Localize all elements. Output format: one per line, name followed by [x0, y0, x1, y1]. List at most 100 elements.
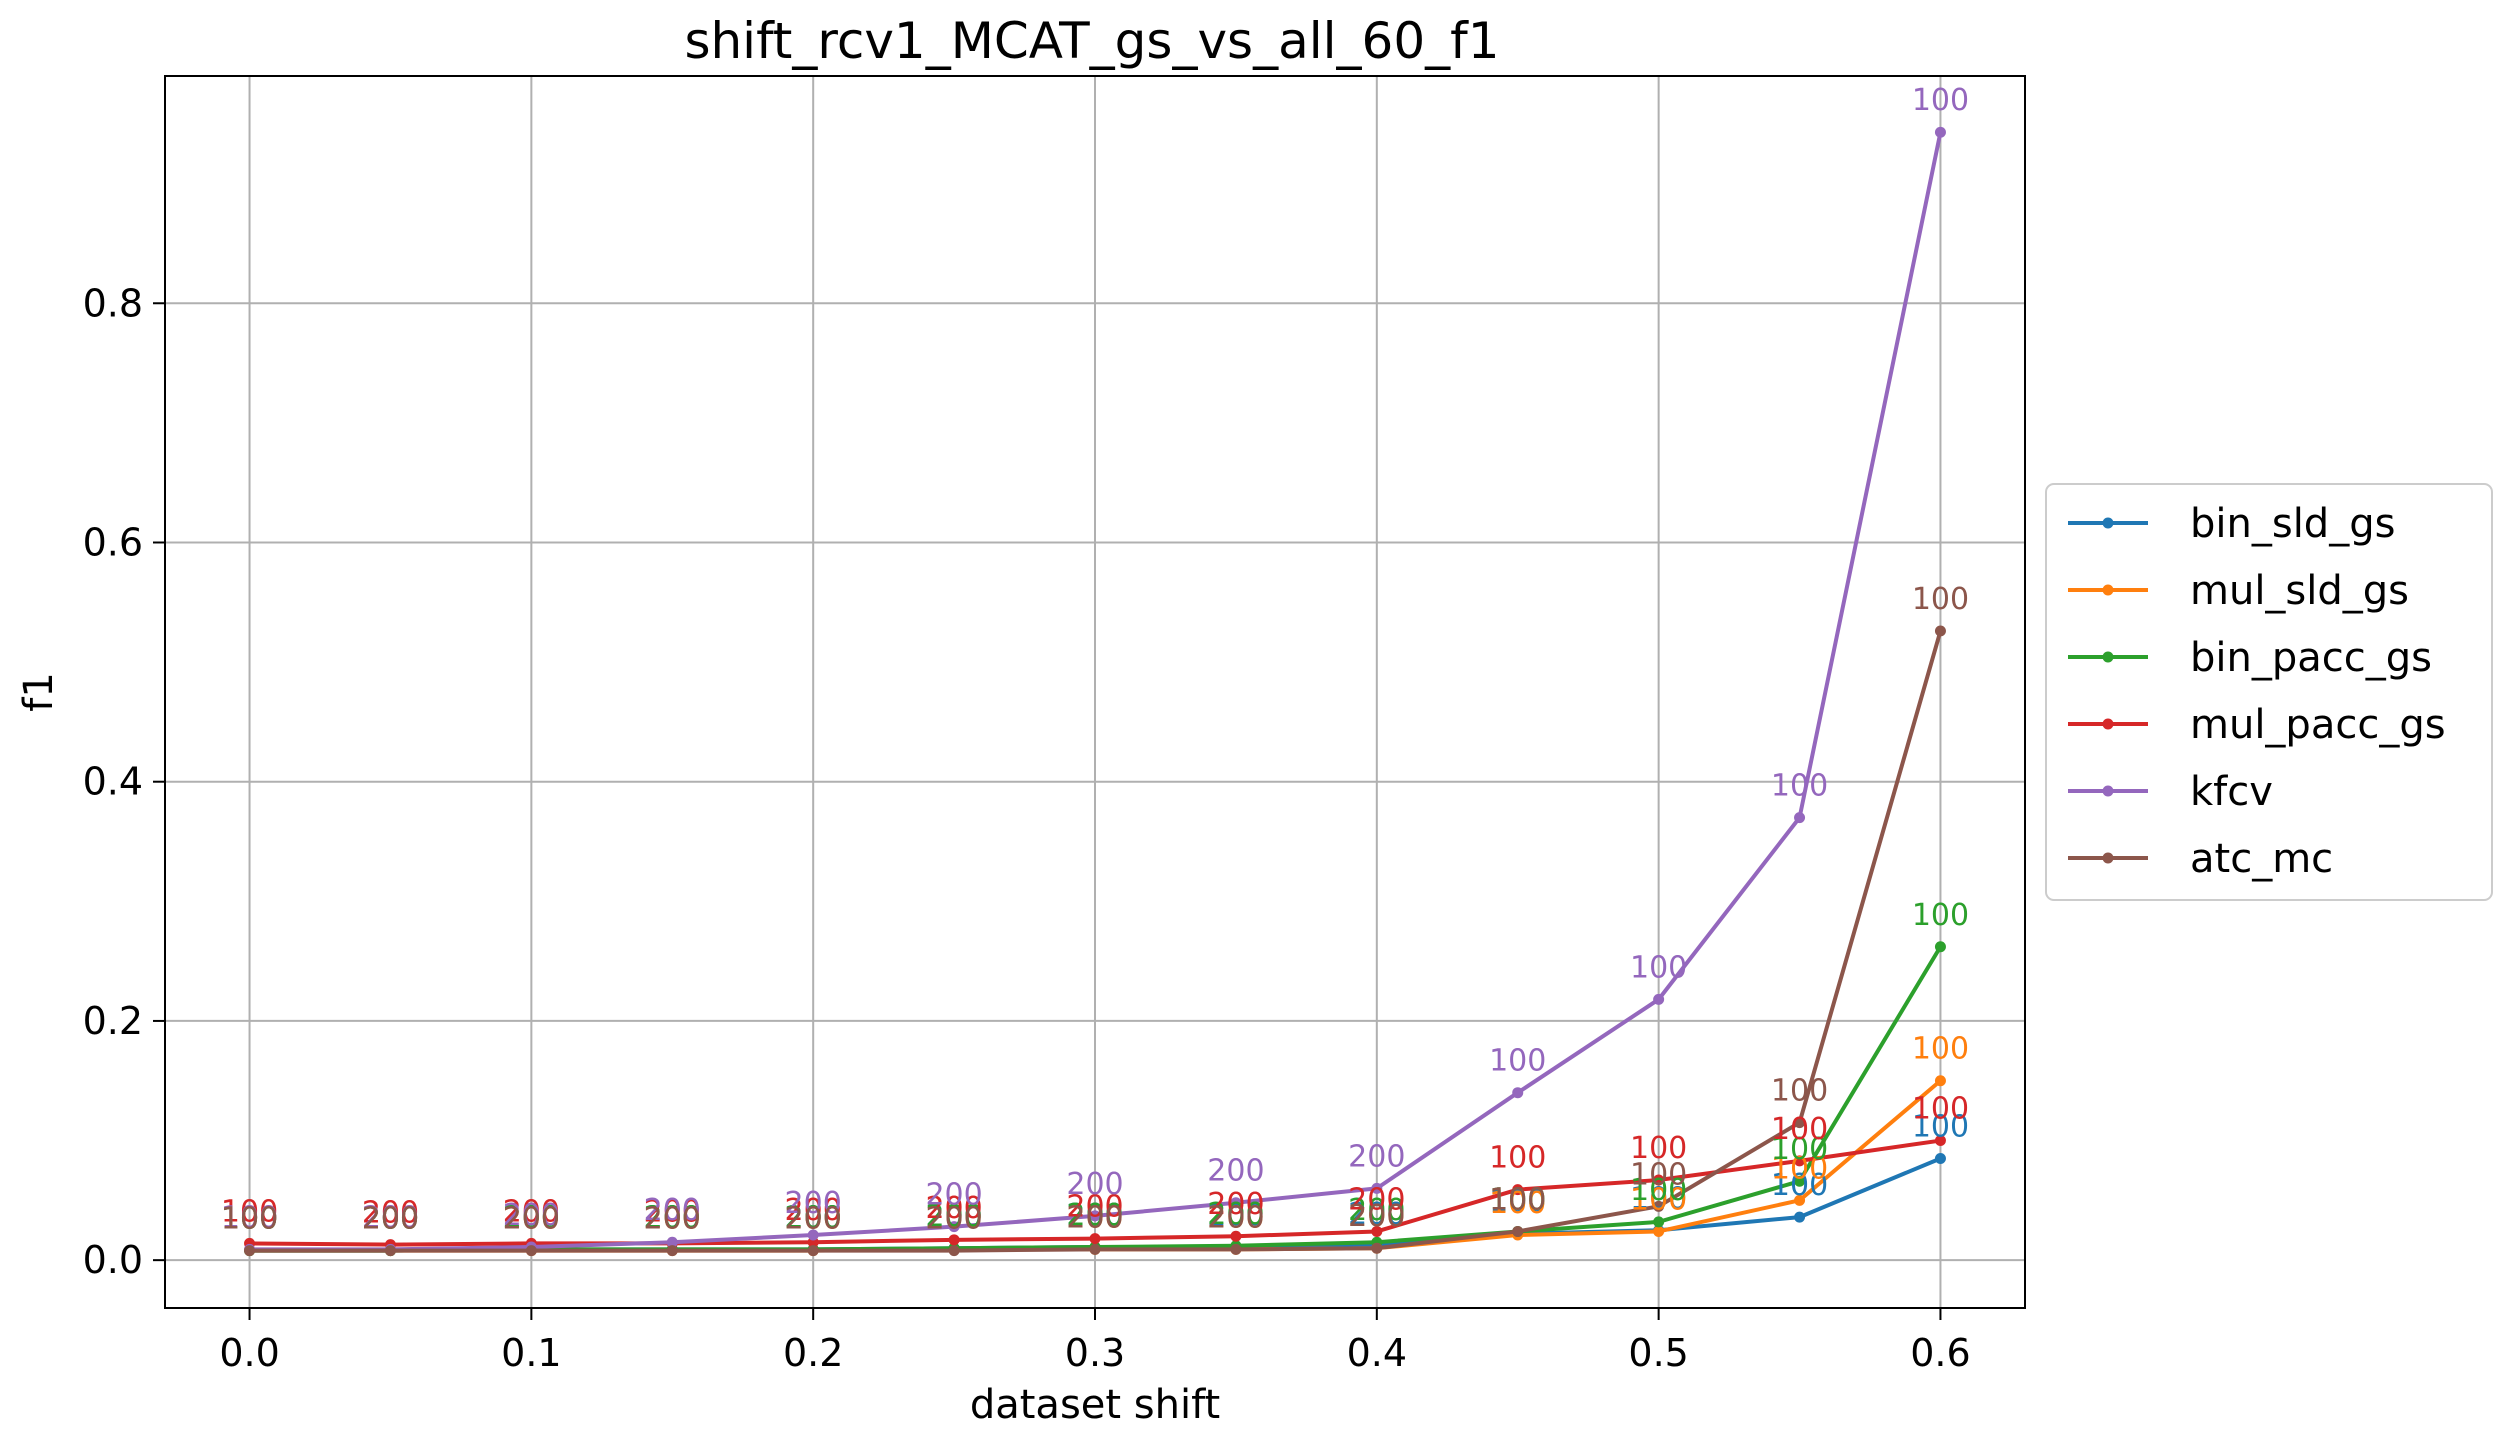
point-label-atc_mc: 200 — [644, 1202, 701, 1237]
data-point-mul_pacc_gs — [1934, 1135, 1946, 1147]
y-tick-label: 0.2 — [83, 999, 143, 1043]
grid-lines — [165, 76, 2025, 1308]
point-label-bin_sld_gs: 200 — [925, 1199, 982, 1234]
series-layer — [244, 126, 1946, 1257]
data-point-bin_pacc_gs — [1934, 941, 1946, 953]
point-label-mul_sld_gs: 200 — [1066, 1200, 1123, 1235]
y-tick-label: 0.0 — [83, 1238, 143, 1282]
data-point-atc_mc — [384, 1245, 396, 1257]
point-label-bin_sld_gs: 200 — [362, 1202, 419, 1237]
point-label-atc_mc: 100 — [221, 1202, 278, 1237]
x-tick-label: 0.2 — [783, 1331, 843, 1375]
point-label-bin_sld_gs: 100 — [1630, 1181, 1687, 1216]
data-point-bin_sld_gs — [1794, 1211, 1806, 1223]
point-label-atc_mc: 200 — [503, 1202, 560, 1237]
point-label-mul_pacc_gs: 200 — [644, 1194, 701, 1229]
chart-title: shift_rcv1_MCAT_gs_vs_all_60_f1 — [684, 12, 1499, 70]
point-label-mul_sld_gs: 200 — [925, 1200, 982, 1235]
data-point-atc_mc — [1230, 1243, 1242, 1255]
data-point-atc_mc — [1371, 1242, 1383, 1254]
point-label-bin_pacc_gs: 200 — [925, 1199, 982, 1234]
point-label-mul_sld_gs: 200 — [362, 1202, 419, 1237]
data-point-atc_mc — [666, 1245, 678, 1257]
point-label-atc_mc: 100 — [1489, 1182, 1546, 1217]
y-tick-label: 0.4 — [83, 760, 143, 804]
point-label-atc_mc: 200 — [1207, 1200, 1264, 1235]
data-point-kfcv — [1512, 1087, 1524, 1099]
data-point-atc_mc — [1512, 1225, 1524, 1237]
data-point-bin_pacc_gs — [1653, 1216, 1665, 1228]
data-point-mul_pacc_gs — [1089, 1233, 1101, 1245]
legend: bin_sld_gs mul_sld_gs bin_pacc_gs mul_pacc_… — [2045, 483, 2493, 901]
data-point-mul_pacc_gs — [1512, 1184, 1524, 1196]
point-label-bin_sld_gs: 200 — [503, 1200, 560, 1235]
legend-label-mul_sld_gs: mul_sld_gs — [2190, 568, 2409, 614]
point-label-atc_mc: 100 — [1912, 582, 1969, 617]
data-point-kfcv — [1230, 1197, 1242, 1209]
point-label-bin_sld_gs: 100 — [1912, 1109, 1969, 1144]
data-point-bin_sld_gs — [1934, 1152, 1946, 1164]
x-tick-label: 0.1 — [501, 1331, 561, 1375]
point-label-bin_pacc_gs: 200 — [644, 1200, 701, 1235]
point-label-mul_pacc_gs: 200 — [1207, 1187, 1264, 1222]
data-point-atc_mc — [1794, 1117, 1806, 1129]
point-label-kfcv: 200 — [1207, 1154, 1264, 1189]
point-label-bin_pacc_gs: 200 — [1066, 1198, 1123, 1233]
point-label-kfcv: 100 — [221, 1200, 278, 1235]
point-label-atc_mc: 100 — [1630, 1157, 1687, 1192]
point-label-mul_sld_gs: 200 — [1207, 1200, 1264, 1235]
point-label-mul_sld_gs: 100 — [1630, 1182, 1687, 1217]
data-point-atc_mc — [948, 1245, 960, 1257]
point-label-bin_pacc_gs: 100 — [221, 1202, 278, 1237]
point-label-kfcv: 200 — [503, 1198, 560, 1233]
data-point-atc_mc — [1653, 1200, 1665, 1212]
point-label-atc_mc: 200 — [1066, 1200, 1123, 1235]
legend-marker-atc_mc — [2102, 852, 2114, 864]
point-label-mul_pacc_gs: 200 — [362, 1196, 419, 1231]
x-axis-title: dataset shift — [970, 1382, 1220, 1428]
x-tick-label: 0.4 — [1347, 1331, 1407, 1375]
legend-marker-mul_sld_gs — [2102, 584, 2114, 596]
point-label-bin_sld_gs: 100 — [221, 1202, 278, 1237]
point-label-atc_mc: 100 — [1771, 1074, 1828, 1109]
point-label-mul_sld_gs: 200 — [1348, 1199, 1405, 1234]
legend-label-bin_sld_gs: bin_sld_gs — [2190, 501, 2395, 547]
point-label-kfcv: 200 — [785, 1186, 842, 1221]
point-label-kfcv: 100 — [1630, 950, 1687, 985]
point-label-bin_pacc_gs: 100 — [1771, 1132, 1828, 1167]
point-label-mul_pacc_gs: 100 — [1489, 1141, 1546, 1176]
point-label-kfcv: 200 — [644, 1193, 701, 1228]
data-point-kfcv — [1653, 993, 1665, 1005]
point-label-atc_mc: 200 — [1348, 1199, 1405, 1234]
point-label-mul_sld_gs: 100 — [1489, 1186, 1546, 1221]
y-tick-label: 0.8 — [83, 281, 143, 325]
point-label-bin_pacc_gs: 200 — [1348, 1193, 1405, 1228]
data-point-bin_pacc_gs — [1794, 1175, 1806, 1187]
point-label-bin_sld_gs: 200 — [1066, 1198, 1123, 1233]
point-label-bin_pacc_gs: 200 — [362, 1202, 419, 1237]
data-point-mul_pacc_gs — [1794, 1155, 1806, 1167]
data-point-atc_mc — [1089, 1243, 1101, 1255]
legend-marker-bin_sld_gs — [2102, 517, 2114, 529]
legend-frame — [2045, 483, 2493, 901]
point-label-kfcv: 200 — [362, 1200, 419, 1235]
data-point-atc_mc — [244, 1245, 256, 1257]
data-point-mul_sld_gs — [1794, 1194, 1806, 1206]
point-label-mul_pacc_gs: 200 — [1348, 1182, 1405, 1217]
point-label-bin_sld_gs: 200 — [785, 1200, 842, 1235]
point-label-mul_pacc_gs: 200 — [1066, 1190, 1123, 1225]
point-label-mul_sld_gs: 200 — [644, 1202, 701, 1237]
legend-label-mul_pacc_gs: mul_pacc_gs — [2190, 702, 2446, 748]
point-label-bin_sld_gs: 100 — [1771, 1168, 1828, 1203]
point-label-mul_pacc_gs: 200 — [925, 1191, 982, 1226]
data-point-kfcv — [1089, 1210, 1101, 1222]
point-label-mul_pacc_gs: 200 — [503, 1194, 560, 1229]
point-label-bin_pacc_gs: 100 — [1630, 1173, 1687, 1208]
data-point-kfcv — [1794, 812, 1806, 824]
data-point-kfcv — [807, 1229, 819, 1241]
data-point-kfcv — [948, 1221, 960, 1233]
point-label-bin_sld_gs: 100 — [1489, 1185, 1546, 1220]
data-point-mul_pacc_gs — [1230, 1230, 1242, 1242]
point-label-mul_pacc_gs: 100 — [221, 1194, 278, 1229]
data-point-kfcv — [1371, 1182, 1383, 1194]
